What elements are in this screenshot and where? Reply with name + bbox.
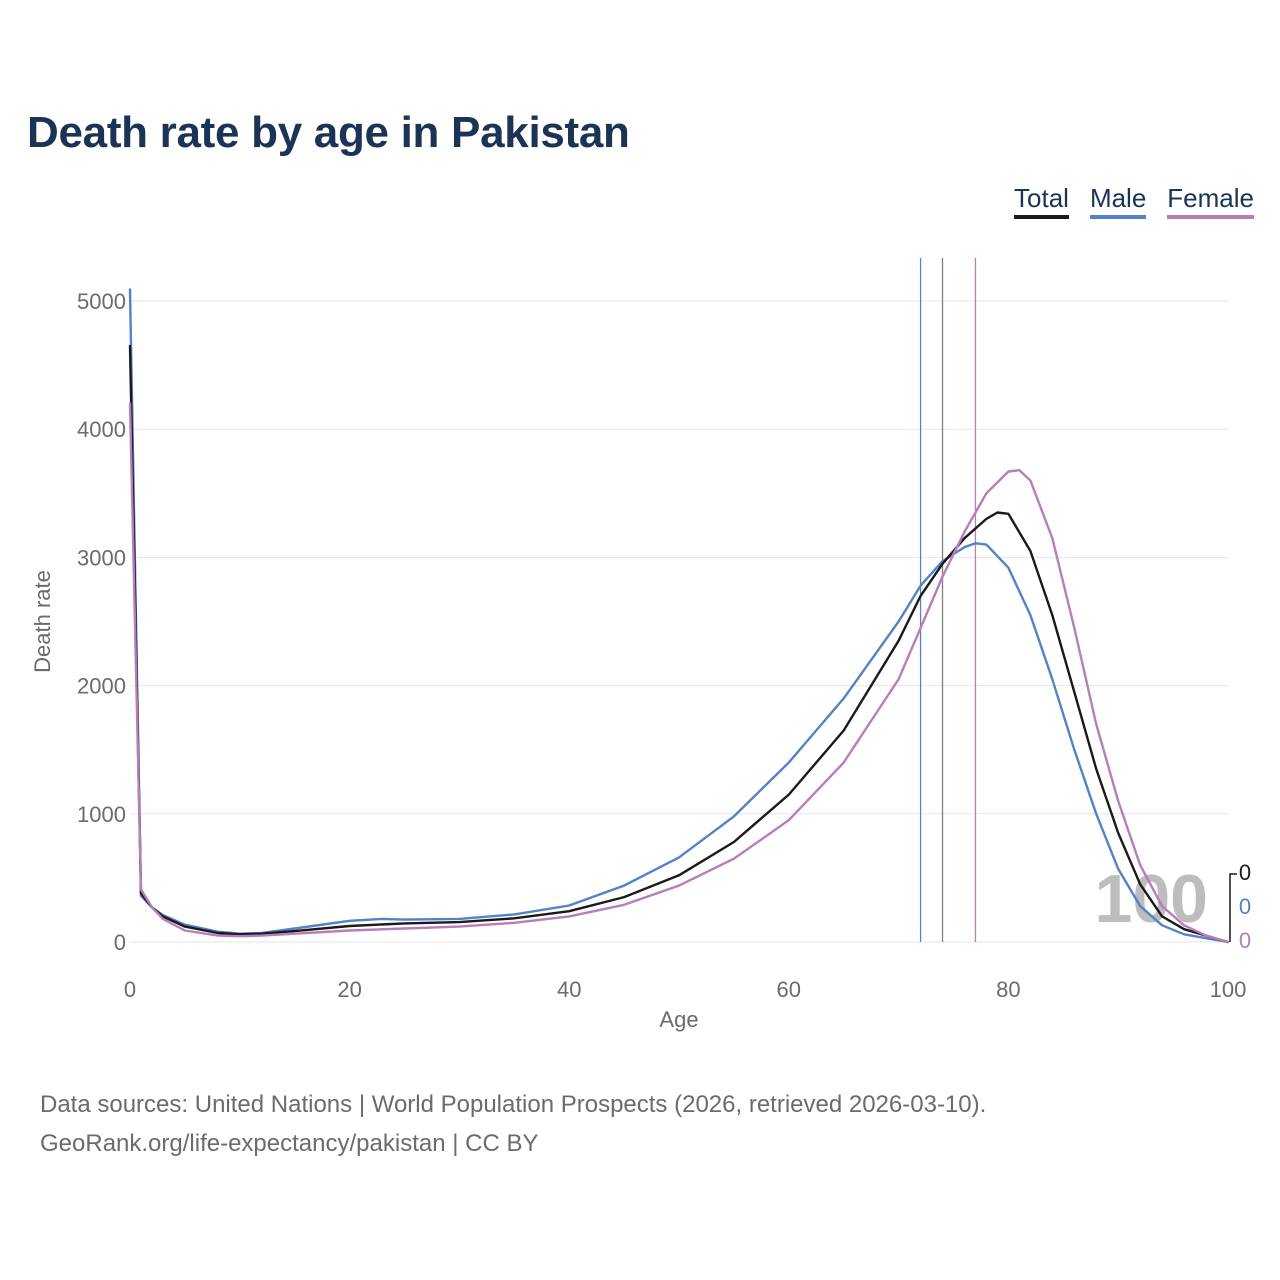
- y-tick-label: 3000: [77, 545, 126, 570]
- y-tick-label: 0: [114, 930, 126, 955]
- value-bracket: [1229, 873, 1237, 942]
- y-tick-label: 2000: [77, 674, 126, 699]
- x-tick-label: 20: [337, 977, 361, 1002]
- source-note: Data sources: United Nations | World Pop…: [40, 1085, 986, 1163]
- x-tick-label: 40: [557, 977, 581, 1002]
- chart-title: Death rate by age in Pakistan: [27, 108, 630, 157]
- legend-item-female[interactable]: Female: [1167, 183, 1254, 219]
- current-value-total: 0: [1239, 860, 1251, 885]
- source-line-1: Data sources: United Nations | World Pop…: [40, 1091, 987, 1118]
- y-tick-label: 5000: [77, 289, 126, 314]
- x-axis-title: Age: [659, 1007, 698, 1032]
- series-line-female: [128, 402, 1230, 944]
- x-tick-label: 60: [777, 977, 801, 1002]
- x-tick-label: 80: [996, 977, 1020, 1002]
- y-tick-label: 1000: [77, 802, 126, 827]
- source-line-2: GeoRank.org/life-expectancy/pakistan | C…: [40, 1130, 539, 1157]
- current-value-male: 0: [1239, 894, 1251, 919]
- y-tick-label: 4000: [77, 417, 126, 442]
- current-value-female: 0: [1239, 928, 1251, 953]
- x-tick-label: 0: [124, 977, 136, 1002]
- legend-item-total[interactable]: Total: [1014, 183, 1069, 219]
- legend: Total Male Female: [1014, 183, 1254, 219]
- series-line-total: [128, 344, 1230, 944]
- legend-item-male[interactable]: Male: [1089, 183, 1147, 219]
- series-line-male: [128, 288, 1230, 944]
- y-axis-title: Death rate: [30, 570, 55, 673]
- x-tick-label: 100: [1210, 977, 1247, 1002]
